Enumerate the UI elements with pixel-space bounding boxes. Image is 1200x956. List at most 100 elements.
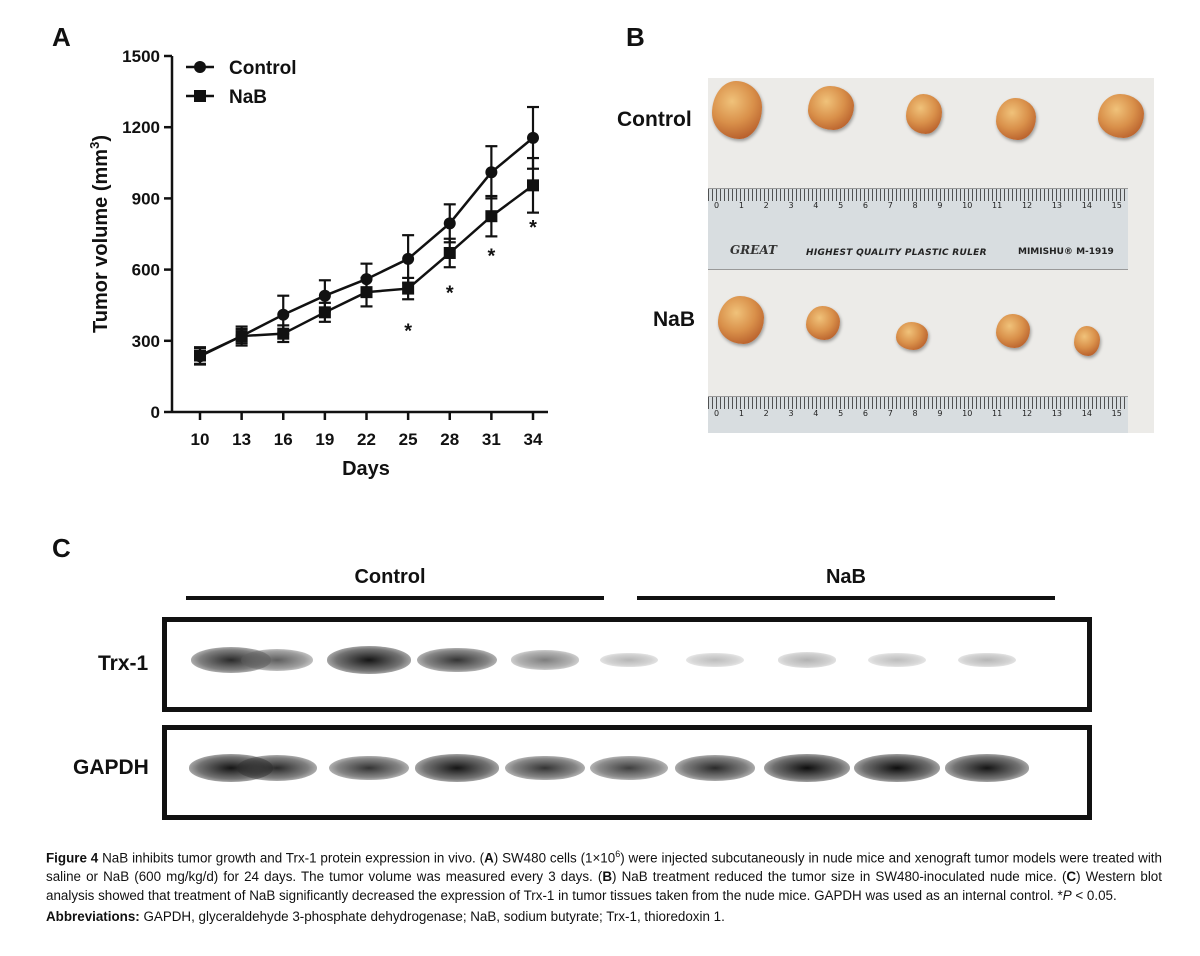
ruler-number: 6	[862, 201, 868, 210]
ruler-number: 14	[1081, 201, 1092, 210]
x-tick-label: 28	[440, 430, 459, 449]
caption-ref-c: C	[1066, 869, 1077, 885]
ruler-number: 10	[962, 409, 973, 418]
point-nab	[318, 306, 331, 319]
band-gapdh-lane-5	[505, 755, 585, 781]
tumor-control-4	[996, 98, 1036, 140]
tumor-nab-5	[1074, 326, 1100, 356]
y-tick-label: 1500	[122, 47, 160, 66]
tumor-photo: 0 1 2 3 4 5 6 7 8 9 10 11 12 13 14 15 GREAT HIGHEST QUA…	[708, 78, 1154, 433]
y-tick-label: 1200	[122, 118, 160, 137]
ruler-number: 7	[887, 201, 893, 210]
x-tick-label: 16	[274, 430, 293, 449]
legend-label: Control	[229, 58, 297, 79]
caption-ref-b: B	[602, 869, 613, 885]
caption-fig-label: Figure 4	[46, 850, 99, 866]
y-tick-label: 600	[132, 261, 160, 280]
band-trx-1-lane-5	[511, 650, 579, 670]
band-trx-1-lane-10	[957, 652, 1017, 668]
ruler-number: 5	[838, 409, 844, 418]
x-tick-label: 13	[232, 430, 251, 449]
ruler-number: 9	[937, 201, 943, 210]
ruler-number: 3	[788, 201, 794, 210]
point-nab	[402, 282, 415, 295]
caption-ref-a: A	[484, 850, 494, 866]
ruler-top: 0 1 2 3 4 5 6 7 8 9 10 11 12 13 14 15 GREAT HIGHEST QUA…	[708, 188, 1128, 270]
legend-label: NaB	[229, 87, 267, 108]
photo-label-control: Control	[617, 108, 692, 131]
tumor-nab-4	[996, 314, 1030, 348]
ruler-number: 11	[992, 201, 1003, 210]
ruler-number: 3	[788, 409, 794, 418]
ruler-number: 13	[1051, 409, 1063, 418]
ruler-model: MIMISHU® M-1919	[1018, 247, 1114, 257]
x-tick-label: 25	[399, 430, 418, 449]
point-nab	[277, 327, 290, 340]
point-nab	[527, 179, 539, 192]
ruler-number: 14	[1081, 409, 1092, 418]
ruler-number: 7	[887, 409, 893, 418]
y-axis-title: Tumor volume (mm3)	[87, 135, 112, 333]
ruler-number: 4	[813, 201, 819, 210]
photo-label-nab: NaB	[653, 308, 696, 331]
band-gapdh-lane-10	[944, 754, 1030, 782]
panel-label-a: A	[52, 22, 71, 52]
x-tick-label: 22	[357, 430, 376, 449]
series-line-control	[199, 136, 534, 358]
band-trx-1-lane-9	[868, 652, 926, 668]
band-gapdh-lane-9	[854, 754, 940, 782]
ruler-number: 15	[1111, 201, 1122, 210]
ruler-number: 0	[714, 201, 720, 210]
significance-star: *	[487, 246, 495, 268]
tumor-volume-chart: 0 300 600 900 1200 1500 10 13 16 19 22 25 28 31 34 Days…	[87, 47, 548, 480]
point-nab	[360, 286, 373, 299]
ruler-number: 13	[1051, 201, 1063, 210]
ruler-number: 2	[763, 201, 769, 210]
ruler-bottom: 0 1 2 3 4 5 6 7 8 9 10 11 12 13 14 15	[708, 396, 1128, 433]
caption-abbrev-text: GAPDH, glyceraldehyde 3-phosphate dehydr…	[139, 909, 725, 925]
band-gapdh-lane-4	[414, 754, 500, 782]
band-trx-1-lane-2	[240, 649, 314, 671]
ruler-text: HIGHEST QUALITY PLASTIC RULER	[806, 248, 987, 258]
caption-abbrev-label: Abbreviations:	[46, 909, 140, 925]
legend-marker	[194, 90, 206, 102]
caption-text-6: < 0.05.	[1071, 888, 1117, 904]
caption-text-4: ) NaB treatment reduced the tumor size i…	[612, 869, 1067, 885]
ruler-number: 1	[738, 201, 744, 210]
ruler-number: 8	[912, 201, 918, 210]
ruler-number: 2	[763, 409, 769, 418]
blot-label-gapdh: GAPDH	[73, 756, 149, 779]
legend-marker	[194, 61, 206, 73]
y-tick-label: 300	[132, 332, 160, 351]
point-control	[402, 252, 415, 265]
ruler-number: 0	[714, 409, 720, 418]
x-tick-label: 31	[482, 430, 501, 449]
band-gapdh-lane-3	[329, 755, 409, 781]
ruler-number: 12	[1021, 201, 1033, 210]
panel-label-c: C	[52, 533, 71, 563]
caption-text-1: NaB inhibits tumor growth and Trx-1 prot…	[98, 850, 485, 866]
x-tick-label: 10	[191, 430, 210, 449]
ruler-number: 8	[912, 409, 918, 418]
band-trx-1-lane-7	[686, 652, 744, 668]
band-trx-1-lane-8	[777, 652, 837, 668]
caption-text-5: ) Western blot analysis showed that trea…	[46, 869, 1162, 904]
point-nab	[443, 246, 456, 259]
tumor-control-1	[712, 81, 762, 139]
blot-gapdh	[162, 725, 1092, 820]
caption-p: P	[1062, 888, 1072, 904]
caption-text-3: ) were injected subcutaneously in nude m…	[46, 850, 1162, 885]
ruler-number: 6	[862, 409, 868, 418]
tumor-nab-3	[896, 322, 928, 350]
point-control	[527, 131, 539, 144]
point-control	[277, 308, 290, 321]
band-trx-1-lane-3	[326, 646, 412, 674]
band-trx-1-lane-6	[599, 652, 659, 668]
figure-caption: Figure 4 NaB inhibits tumor growth and T…	[46, 845, 1162, 926]
point-control	[443, 217, 456, 230]
ruler-number: 9	[937, 409, 943, 418]
tumor-nab-2	[806, 306, 840, 340]
ruler-number: 4	[813, 409, 819, 418]
band-trx-1-lane-4	[417, 647, 497, 673]
point-control	[318, 289, 331, 302]
